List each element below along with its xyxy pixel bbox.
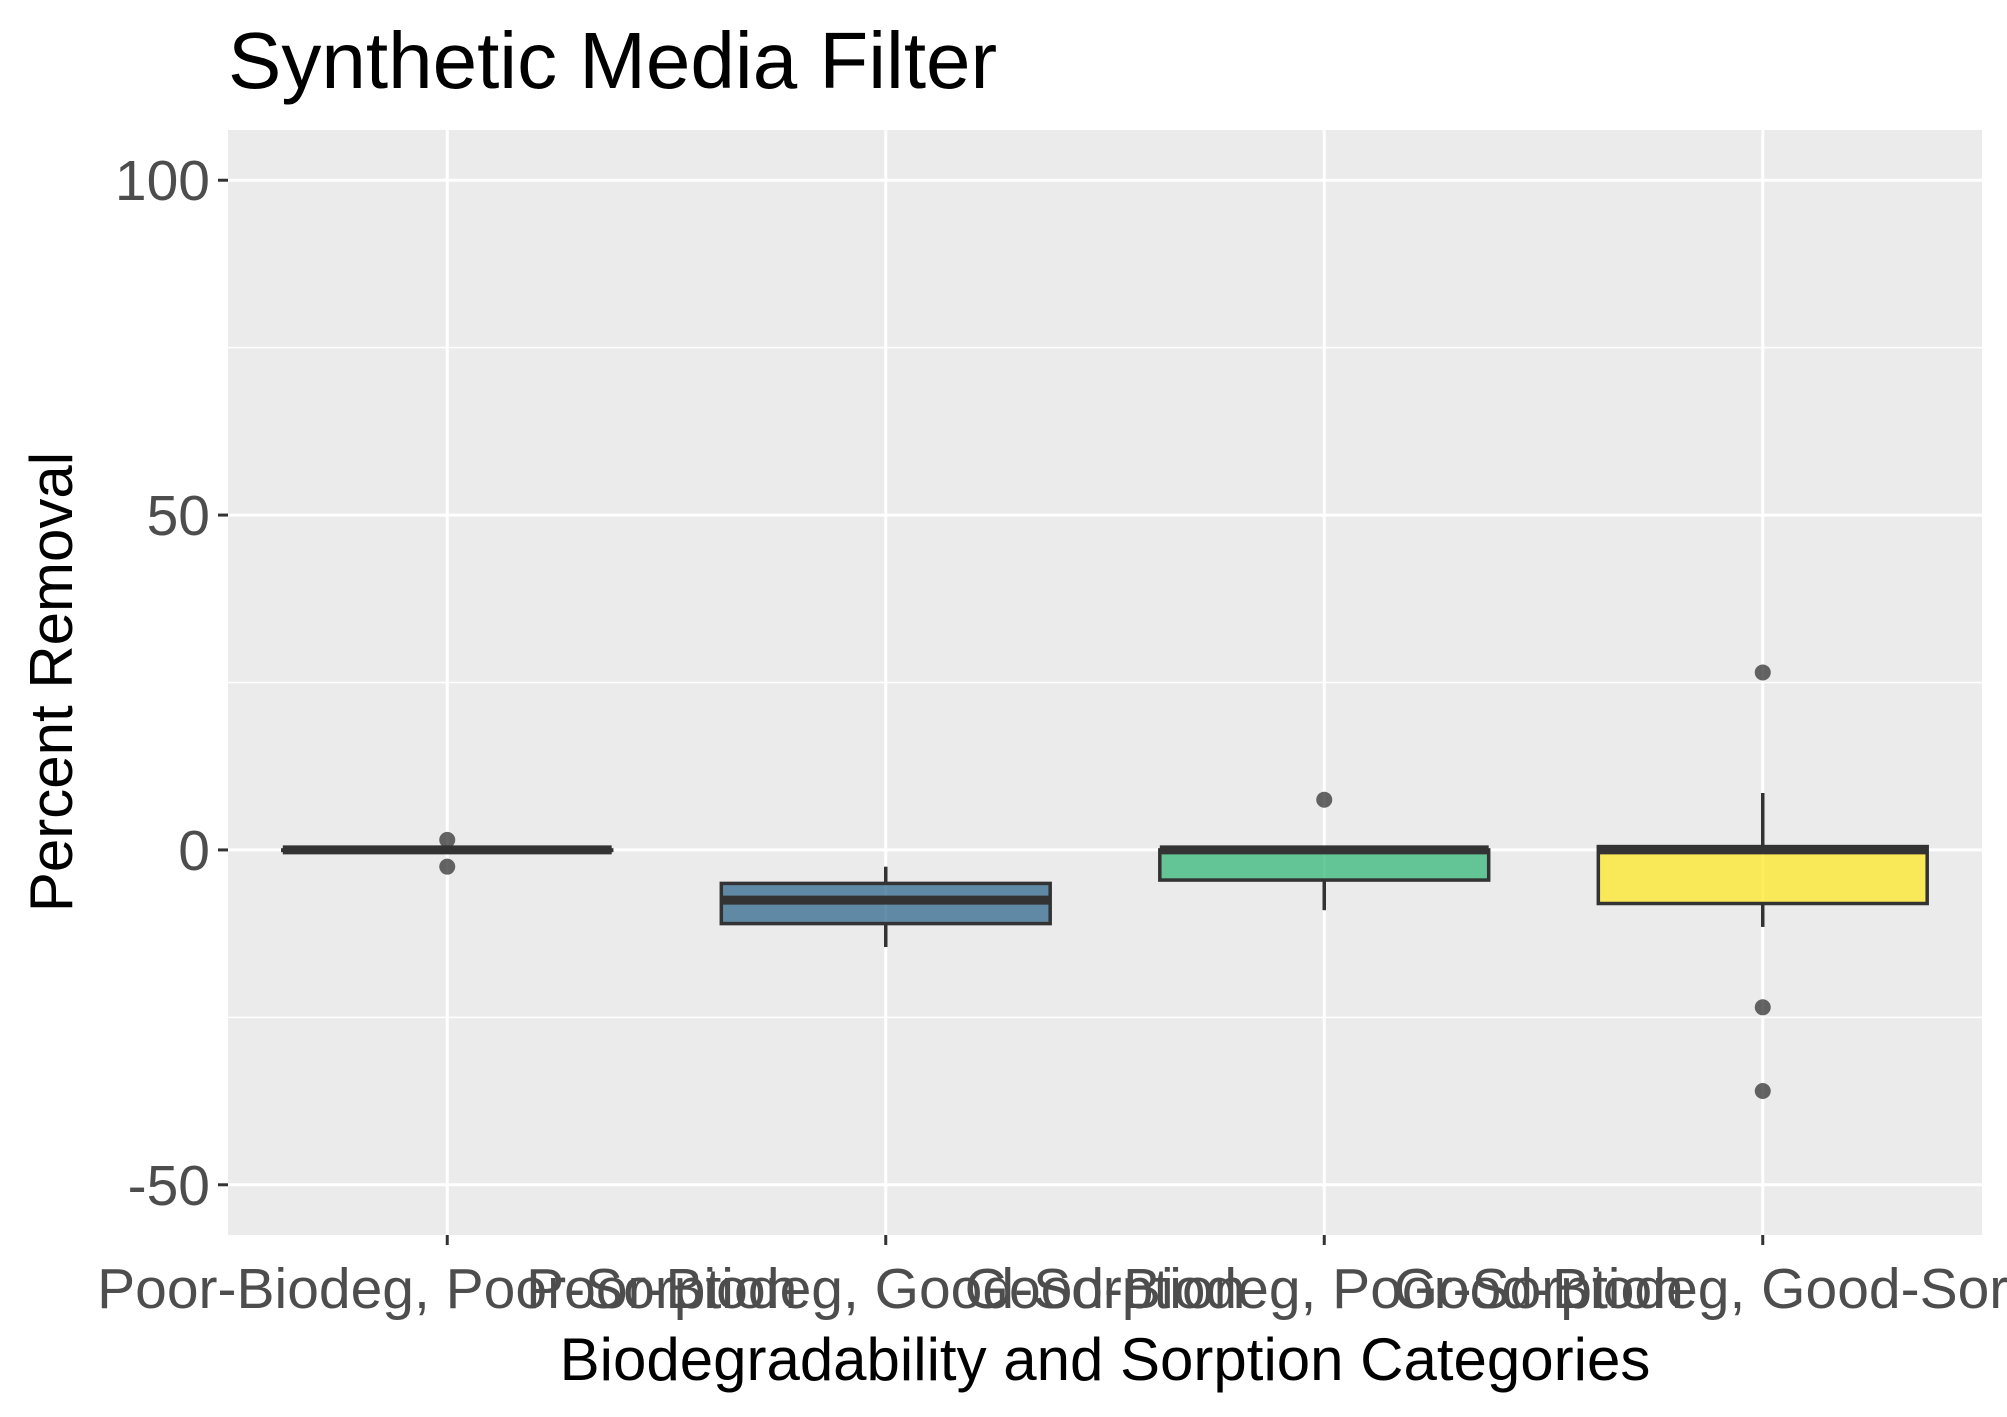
major-gridlines	[228, 130, 1982, 1235]
y-axis-title: Percent Removal	[18, 452, 85, 912]
y-tick-label: 100	[115, 149, 210, 213]
y-tick-label: -50	[128, 1154, 210, 1218]
x-tick-label: Good-Biodeg, Good-Sorption	[1394, 1257, 2007, 1321]
outlier-point	[1754, 999, 1771, 1016]
boxplot-3	[1158, 791, 1491, 911]
y-tick-label: 0	[178, 819, 210, 883]
y-axis: -50 0 50 100	[115, 149, 228, 1218]
boxplot-1	[281, 831, 614, 875]
minor-gridlines	[228, 346, 1982, 1019]
x-axis-title: Biodegradability and Sorption Categories	[560, 1326, 1651, 1393]
boxplot-4	[1596, 664, 1929, 1100]
x-tick-label: Poor-Biodeg, Poor-Sorption	[97, 1257, 797, 1321]
x-tick-label: Poor-Biodeg, Good-Sorption	[526, 1257, 1245, 1321]
outlier-point	[1316, 791, 1333, 808]
outlier-point	[1754, 664, 1771, 681]
box-iqr	[1596, 844, 1929, 906]
outlier-point	[1754, 1083, 1771, 1100]
y-tick-label: 50	[147, 484, 210, 548]
box-iqr	[1158, 848, 1491, 882]
x-tick-label: Good-Biodeg, Poor-Sorption	[965, 1257, 1684, 1321]
outlier-point	[439, 858, 456, 875]
boxplots	[281, 664, 1929, 1100]
boxplot-2	[719, 866, 1052, 948]
chart-title: Synthetic Media Filter	[228, 16, 997, 105]
outlier-point	[439, 831, 456, 848]
